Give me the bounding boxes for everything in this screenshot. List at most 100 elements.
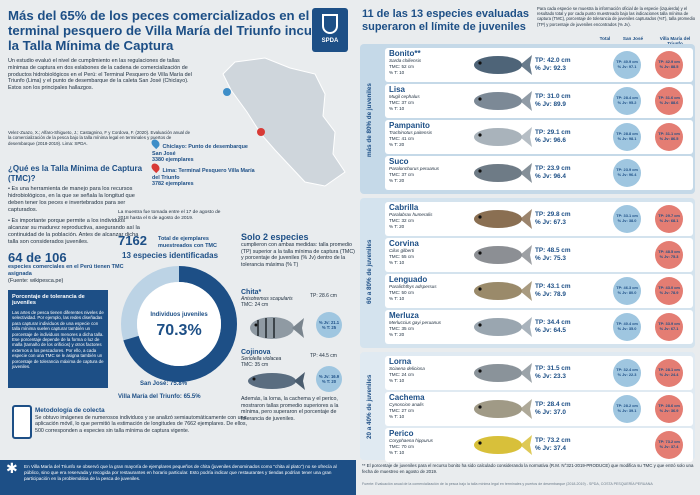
species-tolerance: % T: 10 — [389, 259, 405, 265]
two-species-section: Solo 2 especies cumplieron con ambas med… — [241, 232, 356, 268]
species-row: Cabrilla Paralabrax humeralis TMC: 32 cm% … — [385, 202, 693, 236]
total-jv: % Jv: 67.3 — [535, 218, 566, 226]
loc1-title: Chiclayo: Punto de desembarque San José — [152, 144, 248, 157]
sj-jv: % Jv: 22.3 — [617, 372, 637, 377]
right-note: Para cada especie se muestra la informac… — [537, 6, 696, 27]
cojinova-tmc: TMC: 35 cm — [241, 362, 269, 369]
species-name: Lenguado — [389, 275, 428, 284]
fish-icon — [474, 317, 532, 337]
col-san-jose: San José — [622, 36, 644, 41]
vm-tp: TP: 28.1 cm — [658, 367, 680, 373]
fish-icon — [474, 281, 532, 301]
villa-maria-circle: TP: 48.5 cm% Jv: 75.3 — [655, 241, 683, 269]
villa-maria-circle: TP: 33.9 cm% Jv: 67.1 — [655, 313, 683, 341]
big-sub: especies comerciales en el Perú tienen T… — [8, 264, 124, 277]
col-villa-maria: Villa María del Triunfo — [659, 36, 691, 46]
species-tolerance: % T: 20 — [389, 141, 405, 147]
species-tolerance: % T: 10 — [389, 295, 405, 301]
chita-info: Chita* Anisotremus scapularis TMC: 24 cm — [241, 289, 293, 309]
species-tmc: TMC: 41 cm — [389, 136, 415, 141]
san-jose-circle: TP: 40.4 cm% Jv: 35.0 — [613, 313, 641, 341]
spda-logo: SPDA — [312, 8, 348, 52]
species-tmc: TMC: 37 cm — [389, 100, 415, 105]
vm-jv: % Jv: 37.4 — [659, 444, 679, 449]
species-tolerance: % T: 10 — [389, 377, 405, 383]
location-lima: Lima: Terminal Pesquero Villa María del … — [149, 161, 257, 188]
species-regulation: TMC: 50 cm% T: 10 — [389, 290, 414, 301]
villa-maria-pct: Villa María del Triunfo: 65.5% — [118, 394, 201, 400]
cojinova-name: Cojinova — [241, 349, 271, 356]
chita-jv: % Jv: 21.1 — [318, 320, 340, 325]
species-tolerance: % T: 10 — [389, 449, 405, 455]
footer-text: En Villa María del Triunfo se observó qu… — [24, 464, 337, 481]
species-identified: 13 especies identificadas — [122, 251, 219, 260]
loc2-title: Lima: Terminal Pesquero Villa María del … — [152, 168, 255, 181]
species-sci: Paralabrax humeralis — [389, 212, 433, 217]
total-values: TP: 34.4 cm% Jv: 64.5 — [535, 319, 571, 334]
vm-tp: TP: 28.6 cm — [658, 403, 680, 409]
logo-text: SPDA — [321, 38, 339, 44]
species-row: Lenguado Paralichthys adspersus TMC: 50 cm… — [385, 274, 693, 308]
pin-icon — [149, 161, 162, 174]
method-title: Metodología de colecta — [35, 407, 105, 414]
vm-tp: TP: 73.2 cm — [658, 439, 680, 445]
villa-maria-circle: TP: 28.1 cm% Jv: 24.4 — [655, 359, 683, 387]
total-samples: 7162 — [118, 233, 147, 248]
cojinova-tp: TP: 44.5 cm — [310, 353, 337, 359]
species-tmc: TMC: 27 cm — [389, 408, 415, 413]
tmc-text-1: • Es una herramienta de manejo para los … — [8, 186, 135, 213]
asterisk-icon: ✱ — [6, 460, 18, 476]
col-total: Total — [599, 36, 611, 41]
methodology: Metodología de colecta Se obtuvo imágene… — [35, 407, 250, 434]
cojinova-t: % T: 20 — [321, 379, 337, 384]
chita-sci: Anisotremus scapularis — [241, 296, 293, 303]
vm-jv: % Jv: 68.1 — [659, 218, 679, 223]
vm-jv: % Jv: 86.5 — [659, 136, 679, 141]
species-row: Perico Coryphaena hippurus TMC: 70 cm% T: … — [385, 428, 693, 462]
species-tmc: TMC: 55 cm — [389, 254, 415, 259]
band-label: 60 a 80% de juveniles — [366, 239, 373, 305]
total-tp: TP: 31.0 cm — [535, 93, 571, 100]
peru-map — [222, 57, 346, 187]
sj-jv: % Jv: 38.0 — [617, 218, 637, 223]
species-regulation: TMC: 24 cm% T: 10 — [389, 372, 414, 383]
species-name: Suco — [389, 157, 409, 166]
species-tmc: TMC: 24 cm — [389, 372, 415, 377]
chita-tp: TP: 28.6 cm — [310, 293, 337, 299]
cojinova-sci: Seriolella violacea — [241, 356, 282, 363]
villa-maria-circle: TP: 31.1 cm% Jv: 86.5 — [655, 123, 683, 151]
species-row: Lorna Sciaena deliciosa TMC: 24 cm% T: 10 T… — [385, 356, 693, 390]
vm-jv: % Jv: 88.6 — [659, 100, 679, 105]
chita-jv-circle: % Jv: 21.1 % T: 25 — [316, 312, 342, 338]
species-sci: Merluccius gayi peruanus — [389, 320, 442, 325]
villa-maria-circle: TP: 42.9 cm% Jv: 88.5 — [655, 51, 683, 79]
tmc-explanation: • Es una herramienta de manejo para los … — [8, 186, 143, 246]
total-values: TP: 29.1 cm% Jv: 96.6 — [535, 129, 571, 144]
species-with-tmc: 64 de 106 — [8, 250, 67, 265]
page-title: Más del 65% de los peces comercializados… — [8, 8, 343, 53]
species-tolerance: % T: 20 — [389, 331, 405, 337]
sj-jv: % Jv: 96.4 — [617, 172, 637, 177]
species-sci: Paralichthys adspersus — [389, 284, 437, 289]
fish-icon — [474, 209, 532, 229]
total-tp: TP: 73.2 cm — [535, 437, 571, 444]
total-samples-label: Total de ejemplares muestreados con TMC — [158, 236, 217, 249]
species-tolerance: % T: 10 — [389, 105, 405, 111]
total-jv: % Jv: 75.3 — [535, 254, 566, 262]
species-tolerance: % T: 10 — [389, 69, 405, 75]
sj-tp: TP: 28.2 cm — [616, 403, 638, 409]
species-tmc: TMC: 35 cm — [389, 326, 415, 331]
fish-icon — [474, 91, 532, 111]
vm-jv: % Jv: 67.1 — [659, 326, 679, 331]
band-label: 20 a 40% de juveniles — [366, 374, 373, 440]
villa-maria-circle: TP: 28.6 cm% Jv: 36.9 — [655, 395, 683, 423]
shield-icon — [322, 14, 338, 34]
loc2-count: 3782 ejemplares — [152, 181, 194, 187]
species-tmc: TMC: 70 cm — [389, 444, 415, 449]
vm-tp: TP: 42.9 cm — [658, 59, 680, 65]
species-row: Pampanito Trachinotus paitensis TMC: 41 cm… — [385, 120, 693, 154]
species-sci: Coryphaena hippurus — [389, 438, 433, 443]
total-values: TP: 31.5 cm% Jv: 23.3 — [535, 365, 571, 380]
total-jv: % Jv: 92.3 — [535, 64, 566, 72]
species-regulation: TMC: 32 cm% T: 20 — [389, 218, 414, 229]
